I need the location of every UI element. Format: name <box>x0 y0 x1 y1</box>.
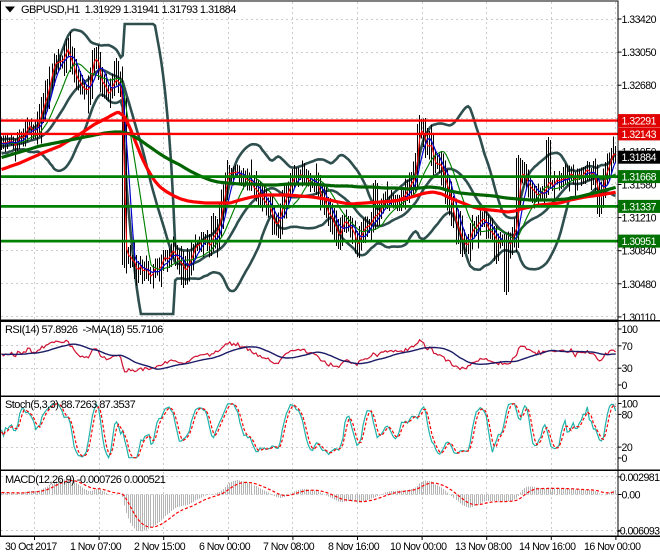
svg-text:0.00: 0.00 <box>622 490 641 502</box>
svg-text:1.30480: 1.30480 <box>622 279 657 291</box>
svg-text:20: 20 <box>622 442 633 454</box>
svg-text:8 Nov 16:00: 8 Nov 16:00 <box>328 541 380 553</box>
svg-text:6 Nov 00:00: 6 Nov 00:00 <box>199 541 251 553</box>
svg-text:1.32291: 1.32291 <box>622 116 657 128</box>
svg-text:13 Nov 08:00: 13 Nov 08:00 <box>455 541 512 553</box>
svg-text:30 Oct 2017: 30 Oct 2017 <box>5 541 57 553</box>
svg-text:1.31210: 1.31210 <box>622 213 657 225</box>
svg-text:7 Nov 08:00: 7 Nov 08:00 <box>263 541 315 553</box>
svg-text:1.31884: 1.31884 <box>622 152 657 164</box>
svg-text:14 Nov 16:00: 14 Nov 16:00 <box>519 541 576 553</box>
svg-text:80: 80 <box>622 409 633 421</box>
svg-text:100: 100 <box>622 399 639 411</box>
svg-text:1.30840: 1.30840 <box>622 246 657 258</box>
svg-text:Stoch(5,3,3) 88.7263 87.3537: Stoch(5,3,3) 88.7263 87.3537 <box>5 399 136 411</box>
svg-text:0.002981: 0.002981 <box>620 472 660 484</box>
svg-text:1.31668: 1.31668 <box>622 172 657 184</box>
svg-text:1.30110: 1.30110 <box>622 312 656 324</box>
svg-text:0: 0 <box>622 453 628 465</box>
svg-text:0: 0 <box>622 380 628 392</box>
svg-text:1.30951: 1.30951 <box>622 236 657 248</box>
svg-text:-0.006093: -0.006093 <box>617 525 660 537</box>
svg-text:1.33420: 1.33420 <box>622 14 657 26</box>
svg-text:2 Nov 15:00: 2 Nov 15:00 <box>134 541 186 553</box>
svg-text:70: 70 <box>622 341 633 353</box>
svg-text:MACD(12,26,9) -0.000726 0.0005: MACD(12,26,9) -0.000726 0.000521 <box>5 474 166 486</box>
svg-text:1.31337: 1.31337 <box>622 201 657 213</box>
svg-text:1.33050: 1.33050 <box>622 47 657 59</box>
svg-text:30: 30 <box>622 363 633 375</box>
svg-text:1 Nov 07:00: 1 Nov 07:00 <box>70 541 122 553</box>
svg-text:GBPUSD,H1 1.31929 1.31941 1.3: GBPUSD,H1 1.31929 1.31941 1.31793 1.3188… <box>21 4 236 16</box>
svg-text:100: 100 <box>622 324 639 336</box>
svg-text:RSI(14) 57.8926 ->MA(18) 55.7: RSI(14) 57.8926 ->MA(18) 55.7106 <box>5 324 163 336</box>
svg-text:10 Nov 00:00: 10 Nov 00:00 <box>390 541 447 553</box>
svg-text:1.32143: 1.32143 <box>622 129 657 141</box>
svg-text:1.32680: 1.32680 <box>622 80 657 92</box>
svg-text:16 Nov 00:00: 16 Nov 00:00 <box>584 541 641 553</box>
